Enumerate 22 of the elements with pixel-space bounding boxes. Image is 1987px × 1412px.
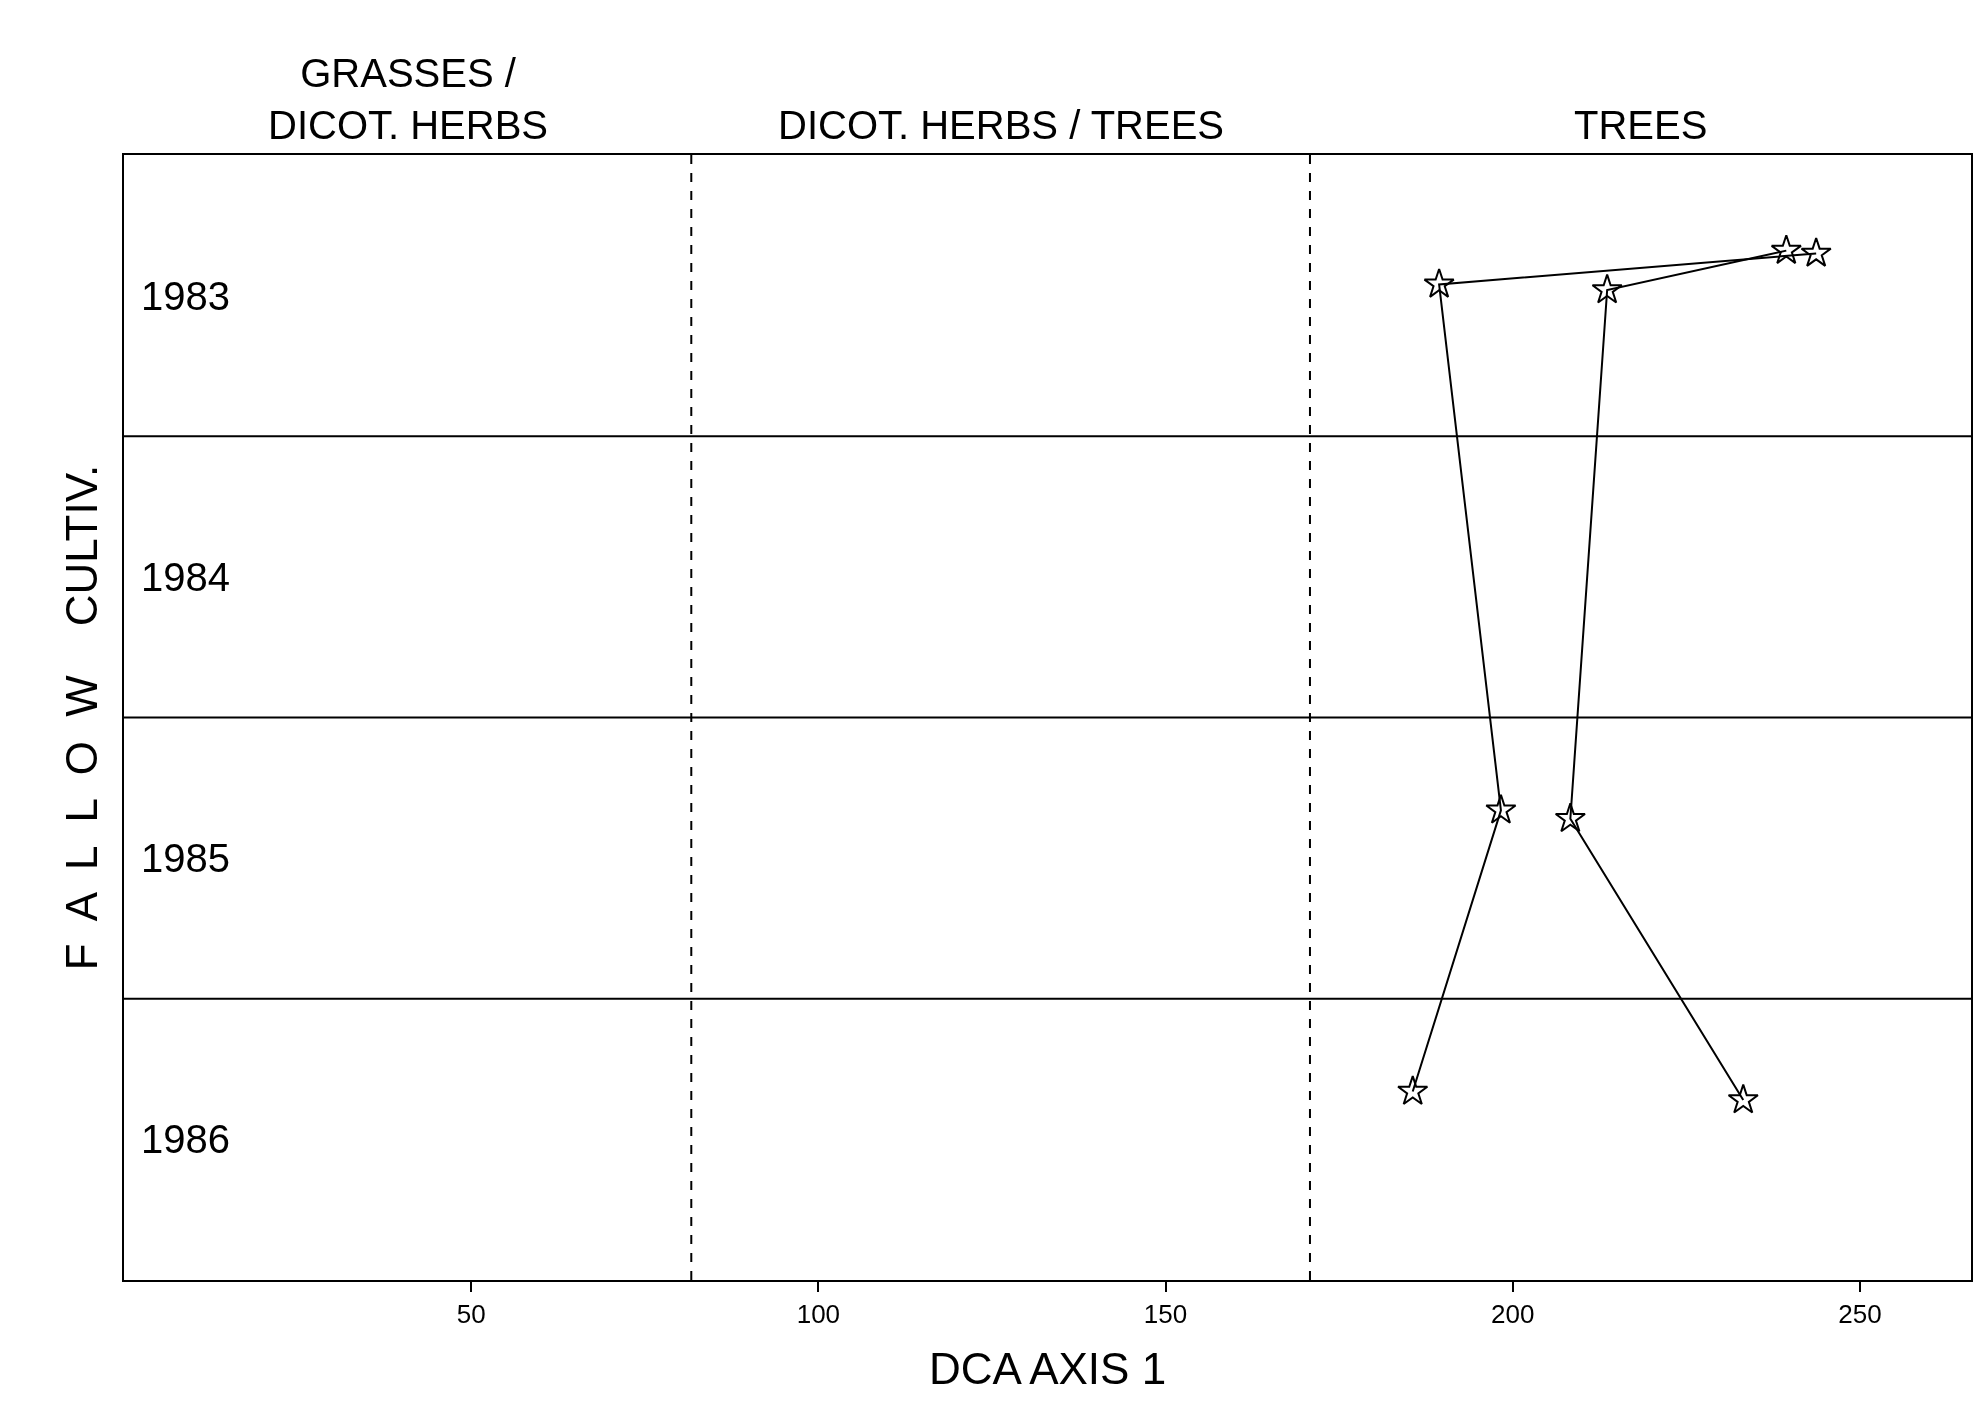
y-tick-label: 1985 [141,836,230,881]
text: DICOT. HERBS / TREES [778,103,1225,147]
y-tick-label: 1983 [141,273,230,318]
y-tick-label: 1986 [141,1117,230,1162]
point [1397,1075,1429,1106]
text: TREES [1574,103,1708,147]
x-tick-label: 250 [1838,1299,1882,1330]
x-tick-label: 200 [1491,1299,1535,1330]
y-tick-label: 1984 [141,554,230,599]
x-tick-label: 50 [456,1299,486,1330]
x-tick-label: 100 [796,1299,841,1330]
point [1423,267,1455,298]
point [1770,234,1802,265]
point [1800,237,1832,267]
x-tick-label: 150 [1143,1299,1188,1330]
point [1485,793,1517,824]
point [1727,1083,1759,1114]
x-axis-title: DCA AXIS 1 [928,1344,1167,1393]
point [1591,273,1623,304]
point [1554,802,1586,833]
text: GRASSES / DICOT. HERBS [268,51,549,147]
y-axis-title: F A L L O W CULTIV. [56,464,106,971]
